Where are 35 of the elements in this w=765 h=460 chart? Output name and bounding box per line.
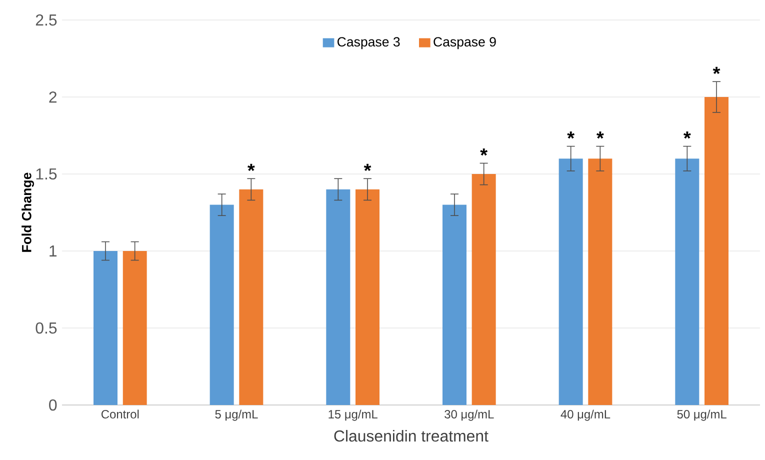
bar bbox=[122, 251, 147, 405]
x-tick-label: 30 μg/mL bbox=[444, 410, 494, 421]
y-tick-label: 1 bbox=[50, 246, 57, 256]
annotation: * bbox=[480, 148, 488, 156]
x-tick-label: 15 μg/mL bbox=[328, 410, 378, 421]
bar bbox=[210, 204, 234, 405]
x-tick-label: 5 μg/mL bbox=[215, 410, 258, 421]
annotation: * bbox=[567, 132, 575, 139]
y-tick-label: 0 bbox=[49, 399, 57, 411]
y-tick-label: 2.5 bbox=[36, 14, 57, 26]
bar bbox=[239, 189, 264, 405]
annotation: * bbox=[684, 132, 691, 139]
bar bbox=[442, 204, 466, 405]
x-tick-label: Control bbox=[102, 410, 139, 418]
y-tick-label: 0.5 bbox=[36, 322, 57, 334]
annotation: * bbox=[712, 66, 720, 74]
bar bbox=[326, 189, 350, 405]
y-tick-label: 1.5 bbox=[36, 168, 57, 180]
legend-label: Caspase 9 bbox=[434, 37, 496, 50]
bar bbox=[675, 158, 700, 405]
bar bbox=[472, 174, 496, 405]
bar bbox=[356, 189, 380, 405]
bar bbox=[94, 251, 118, 405]
y-axis-title: Fold Change bbox=[22, 172, 34, 252]
x-tick-label: 50 μg/mL bbox=[677, 410, 726, 421]
y-tick-label: 2 bbox=[49, 91, 57, 103]
x-tick-label: 40 μg/mL bbox=[560, 410, 610, 421]
annotation: * bbox=[596, 132, 604, 139]
x-axis-title: Clausenidin treatment bbox=[334, 430, 488, 442]
bar bbox=[704, 97, 728, 405]
bar bbox=[588, 158, 612, 405]
annotation: * bbox=[248, 164, 255, 171]
bar bbox=[558, 158, 583, 405]
annotation: * bbox=[364, 164, 372, 171]
legend-label: Caspase 3 bbox=[338, 37, 400, 50]
